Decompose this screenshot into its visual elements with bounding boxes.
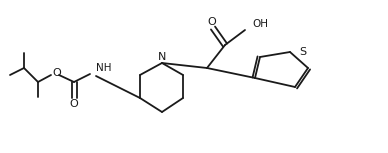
Text: OH: OH bbox=[252, 19, 268, 29]
Text: S: S bbox=[299, 47, 306, 57]
Text: NH: NH bbox=[96, 63, 111, 73]
Text: O: O bbox=[208, 17, 217, 27]
Text: N: N bbox=[158, 52, 166, 62]
Text: O: O bbox=[69, 99, 78, 109]
Text: O: O bbox=[53, 68, 61, 78]
